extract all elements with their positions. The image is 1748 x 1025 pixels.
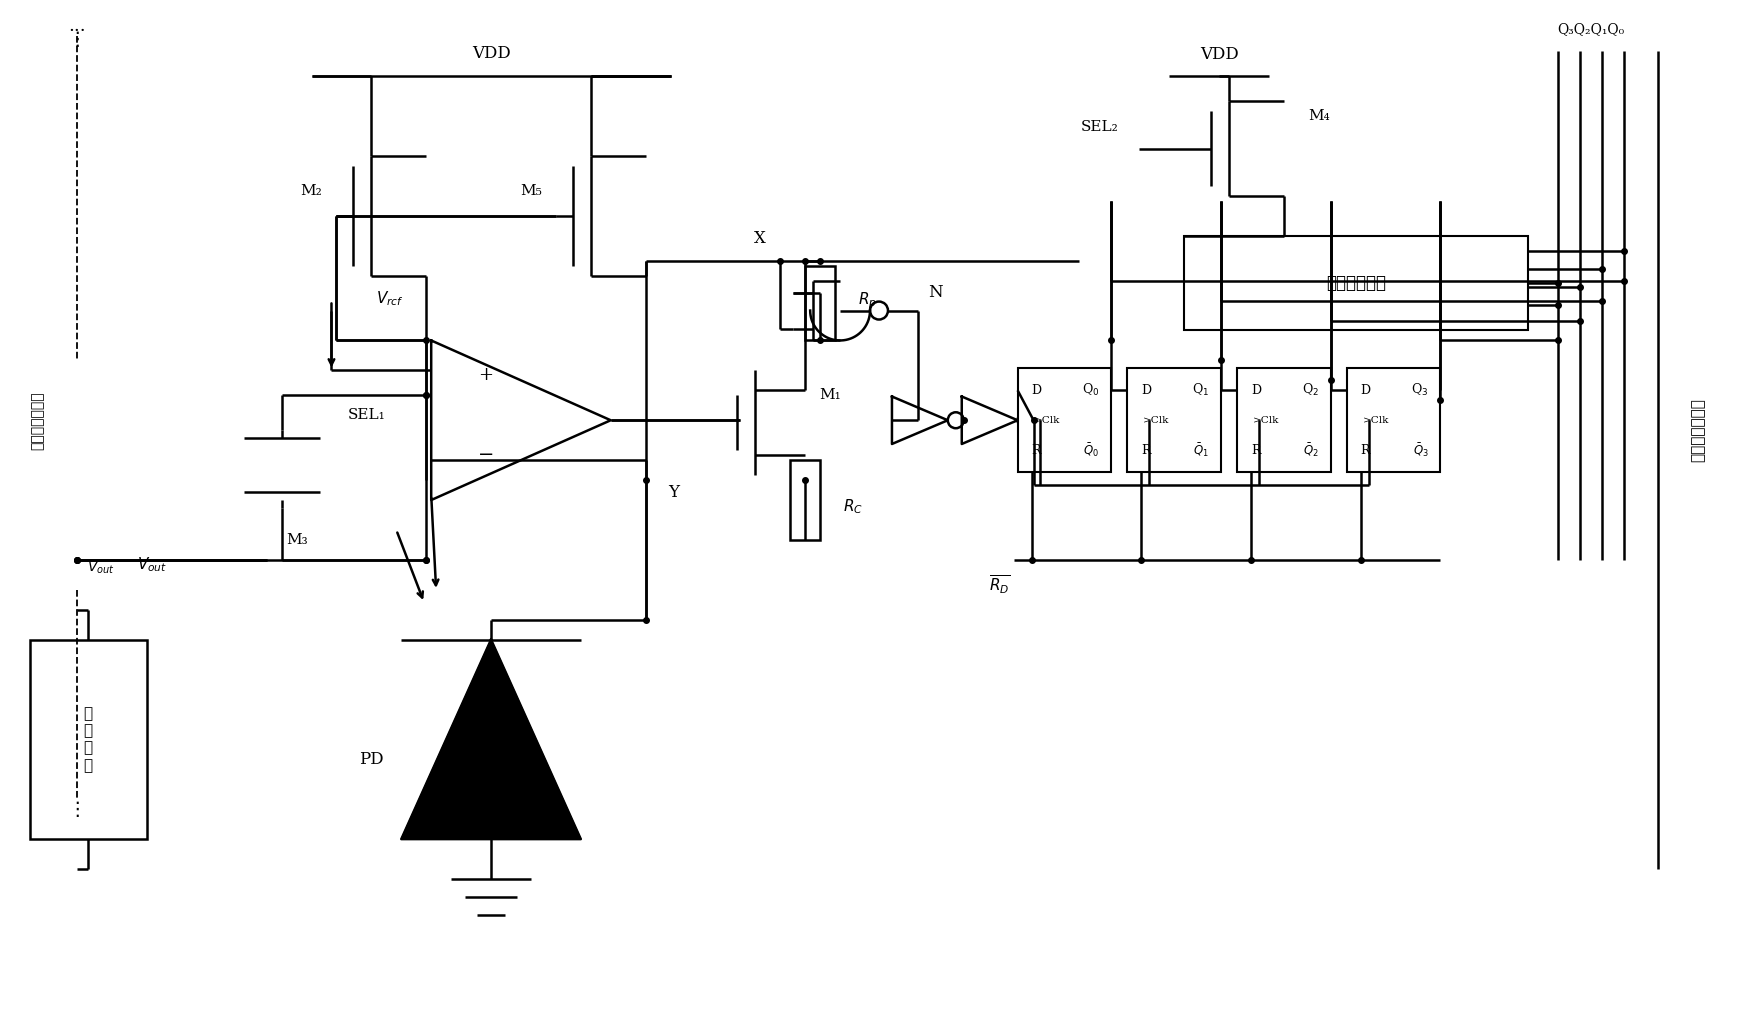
Polygon shape: [400, 640, 580, 839]
Text: R: R: [1360, 444, 1369, 457]
Text: ...: ...: [68, 17, 86, 35]
Bar: [1127, 368, 1220, 473]
Text: D: D: [1250, 383, 1260, 397]
Text: Q$_2$: Q$_2$: [1301, 382, 1318, 399]
Text: $\bar{Q}$$_2$: $\bar{Q}$$_2$: [1302, 442, 1318, 459]
Text: ⋮: ⋮: [68, 800, 87, 819]
Text: $\overline{R_D}$: $\overline{R_D}$: [988, 573, 1010, 597]
Text: VDD: VDD: [1199, 46, 1238, 63]
Bar: [790, 460, 820, 540]
Text: +: +: [479, 366, 493, 384]
Text: R: R: [1250, 444, 1260, 457]
Bar: [1346, 368, 1440, 473]
Text: 三态控制开关: 三态控制开关: [1325, 274, 1384, 292]
Text: $V_{rcf}$: $V_{rcf}$: [376, 289, 404, 308]
Text: Q₃Q₂Q₁Q₀: Q₃Q₂Q₁Q₀: [1557, 23, 1624, 36]
Text: 模拟列输出总线: 模拟列输出总线: [30, 391, 44, 450]
Text: $R_p$: $R_p$: [858, 290, 876, 311]
Text: >Clk: >Clk: [1143, 416, 1169, 424]
Text: D: D: [1360, 383, 1370, 397]
Text: Q$_3$: Q$_3$: [1411, 382, 1428, 399]
Bar: [30, 640, 147, 839]
Text: −: −: [477, 446, 495, 464]
Text: Q$_0$: Q$_0$: [1082, 382, 1099, 399]
Text: SEL₁: SEL₁: [348, 408, 385, 422]
Bar: [804, 265, 834, 340]
Text: VDD: VDD: [472, 45, 510, 61]
Text: $\bar{Q}$$_0$: $\bar{Q}$$_0$: [1082, 442, 1099, 459]
Text: 数字列输出总线: 数字列输出总线: [1689, 399, 1704, 462]
Text: $\bar{Q}$$_1$: $\bar{Q}$$_1$: [1192, 442, 1208, 459]
Text: M₃: M₃: [285, 533, 308, 547]
Text: $V_{out}$: $V_{out}$: [87, 560, 115, 576]
Text: $\bar{Q}$$_3$: $\bar{Q}$$_3$: [1412, 442, 1428, 459]
Text: >Clk: >Clk: [1033, 416, 1059, 424]
Bar: [1236, 368, 1330, 473]
Bar: [1017, 368, 1110, 473]
Text: Y: Y: [668, 484, 678, 500]
Text: R: R: [1141, 444, 1150, 457]
Text: M₅: M₅: [519, 183, 542, 198]
Text: R: R: [1031, 444, 1040, 457]
Text: PD: PD: [358, 751, 383, 768]
Text: N: N: [928, 284, 942, 301]
Text: $R_C$: $R_C$: [843, 498, 862, 517]
Bar: [1183, 236, 1528, 330]
Text: ⋮: ⋮: [68, 30, 87, 49]
Text: Q$_1$: Q$_1$: [1192, 382, 1208, 399]
Text: M₁: M₁: [818, 388, 841, 403]
Text: D: D: [1031, 383, 1042, 397]
Text: SEL₂: SEL₂: [1080, 120, 1117, 134]
Text: M₄: M₄: [1308, 109, 1328, 123]
Text: X: X: [753, 231, 766, 247]
Text: >Clk: >Clk: [1362, 416, 1388, 424]
Text: 列
级
存
储: 列 级 存 储: [84, 706, 93, 773]
Text: >Clk: >Clk: [1252, 416, 1278, 424]
Text: D: D: [1141, 383, 1150, 397]
Text: $V_{out}$: $V_{out}$: [136, 556, 168, 574]
Text: M₂: M₂: [301, 183, 322, 198]
